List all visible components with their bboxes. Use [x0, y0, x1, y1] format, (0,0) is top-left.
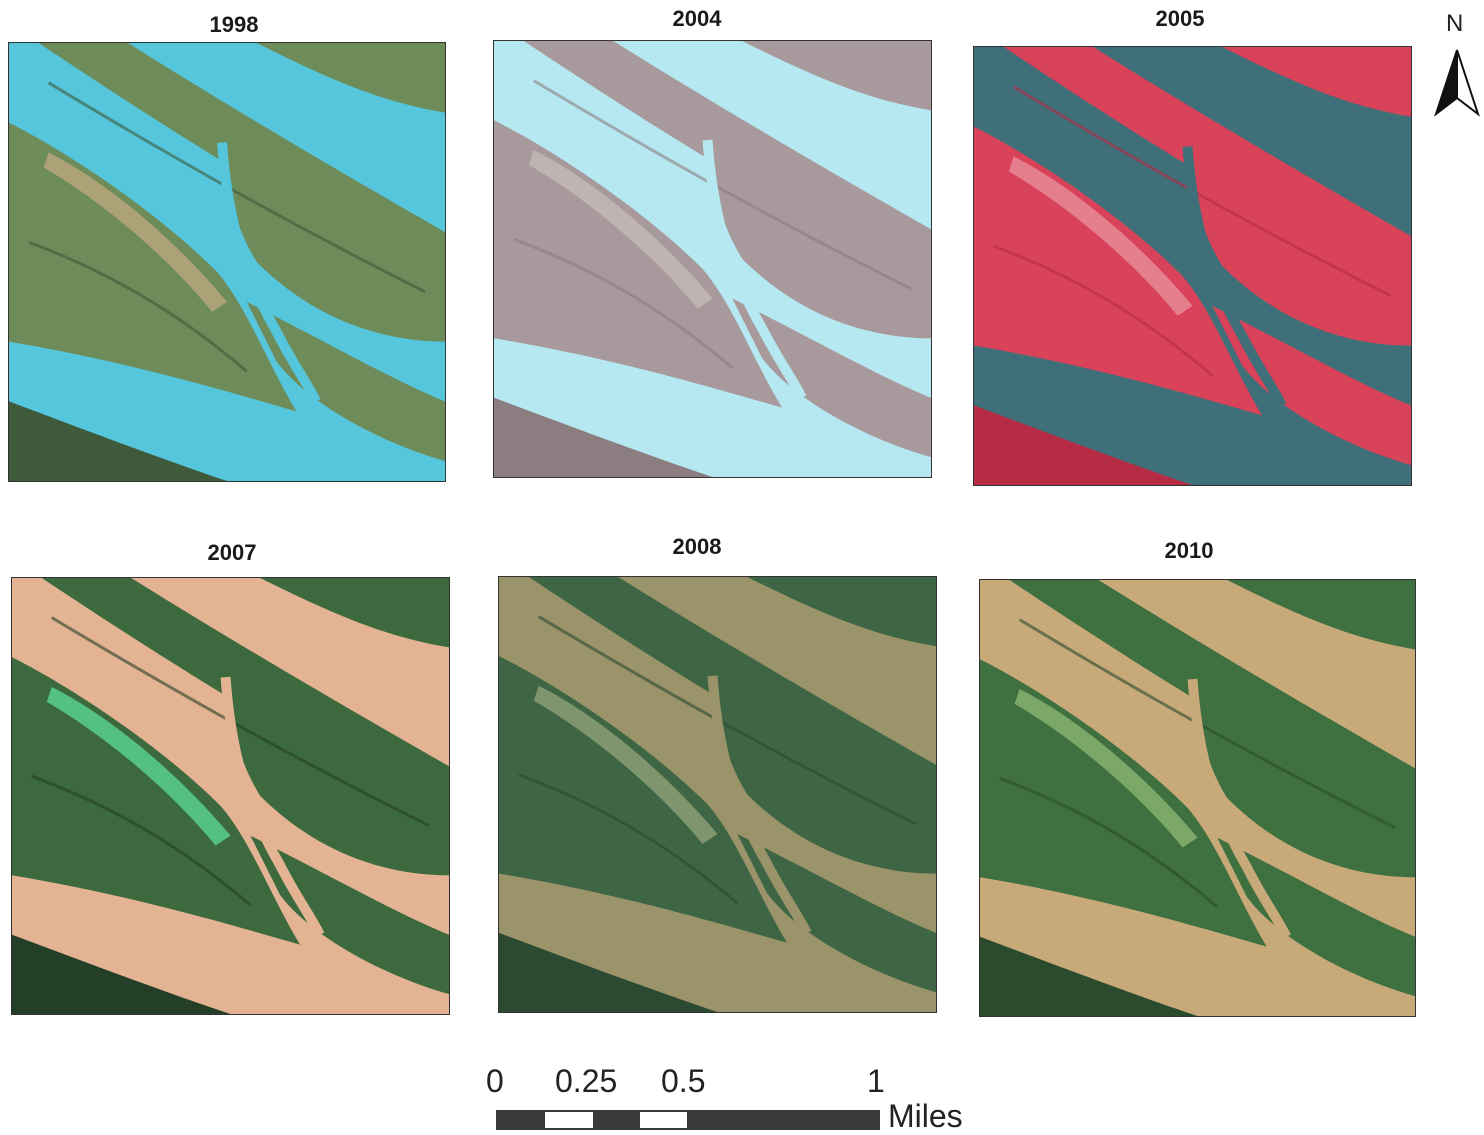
scale-tick-1: 1: [867, 1063, 885, 1099]
scale-segment-3: [593, 1111, 640, 1129]
aerial-image-2004: [493, 40, 932, 478]
panel-year-2007: 2007: [207, 540, 257, 565]
aerial-image-2007: [11, 577, 450, 1015]
aerial-image-1998: [8, 42, 446, 482]
scale-segment-2: [545, 1111, 593, 1129]
scale-unit-label: Miles: [888, 1098, 963, 1134]
aerial-image-2005: [973, 46, 1412, 486]
panel-year-2008: 2008: [672, 534, 722, 559]
scale-segment-5: [687, 1111, 879, 1129]
panel-year-2004: 2004: [672, 6, 722, 31]
aerial-image-2010: [979, 579, 1416, 1017]
aerial-image-2008: [498, 576, 937, 1013]
scale-bar: [496, 1110, 880, 1130]
scale-tick-05: 0.5: [661, 1063, 706, 1099]
scale-segment-1: [497, 1111, 545, 1129]
scale-tick-0: 0: [486, 1063, 504, 1099]
north-label: N: [1446, 10, 1464, 37]
north-arrow-icon: [1434, 49, 1480, 117]
scale-tick-025: 0.25: [555, 1063, 618, 1099]
panel-year-2010: 2010: [1164, 538, 1214, 563]
scale-segment-4: [640, 1111, 687, 1129]
panel-year-2005: 2005: [1155, 6, 1205, 31]
panel-year-1998: 1998: [209, 12, 259, 37]
